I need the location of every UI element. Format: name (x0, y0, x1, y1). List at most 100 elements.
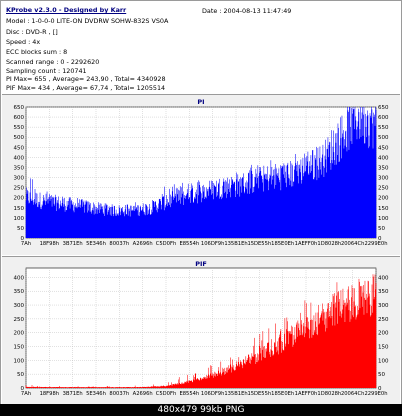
y-tick-label-right: 50 (378, 226, 385, 232)
x-tick-label: 20064Ch (341, 241, 364, 247)
x-tick-label: 5E346h (86, 241, 106, 247)
chart-title: PIF (195, 260, 207, 268)
y-tick-label: 150 (14, 206, 25, 212)
ecc-blocks: ECC blocks sum : 8 (6, 48, 68, 56)
x-tick-label: 15DE55h (247, 391, 271, 397)
y-tick-label-right: 200 (378, 196, 389, 202)
x-tick-label: 1AEFF0h (295, 391, 318, 397)
x-tick-label: 1AEFF0h (295, 241, 318, 247)
scan-speed: Speed : 4x (6, 38, 41, 46)
y-tick-label-right: 0 (378, 386, 382, 392)
y-tick-label: 300 (14, 176, 25, 182)
y-tick-label: 200 (14, 331, 25, 337)
y-tick-label: 550 (14, 125, 25, 131)
series-spikes (25, 107, 377, 238)
y-tick-label: 0 (21, 236, 25, 242)
y-tick-label: 0 (21, 386, 25, 392)
y-tick-label: 400 (14, 155, 25, 161)
y-tick-label-right: 300 (378, 176, 389, 182)
pi-chart-panel: PI 0 0 50 50 100 100 150 150 200 200 250 250 300 300 35… (2, 94, 400, 255)
series-spikes (25, 274, 377, 388)
x-tick-label: A2696h (133, 391, 153, 397)
data-series (25, 107, 377, 238)
y-tick-label: 500 (14, 135, 25, 141)
x-tick-label: E8554h (179, 241, 199, 247)
y-tick-label: 400 (14, 275, 25, 281)
x-tick-label: 135B1Eh (224, 241, 247, 247)
sampling-count: Sampling count : 120741 (6, 67, 87, 75)
x-tick-label: 106DF9h (201, 241, 224, 247)
y-tick-label-right: 600 (378, 115, 389, 121)
y-tick-label-right: 350 (378, 165, 389, 171)
x-tick-label: 20064Ch (341, 391, 364, 397)
x-tick-label: 80037h (109, 241, 129, 247)
pif-chart: PIF 0 0 50 50 100 100 150 150 200 200 250 250 300 300 3… (14, 260, 389, 397)
y-tick-label-right: 150 (378, 206, 389, 212)
image-info-bar: 480x479 99kb PNG (0, 404, 402, 416)
y-tick-label-right: 100 (378, 216, 389, 222)
x-tick-label: 106DF9h (201, 391, 224, 397)
x-tick-label: 185E0Eh (271, 391, 294, 397)
y-tick-label: 300 (14, 303, 25, 309)
data-series (25, 274, 377, 388)
y-tick-label-right: 350 (378, 289, 389, 295)
y-tick-label-right: 400 (378, 275, 389, 281)
x-tick-label: A2696h (133, 241, 153, 247)
y-tick-label: 250 (14, 186, 25, 192)
y-tick-label-right: 250 (378, 317, 389, 323)
x-tick-label: 2299E0h (364, 391, 387, 397)
x-tick-label: 7Ah (21, 241, 31, 247)
x-tick-label: 3B71Eh (63, 241, 83, 247)
x-tick-label: 1D8028h (317, 241, 341, 247)
y-tick-label-right: 450 (378, 145, 389, 151)
x-tick-label: 3B71Eh (63, 391, 83, 397)
x-tick-label: 135B1Eh (224, 391, 247, 397)
pi-statistics: PI Max= 655 , Average= 243,90 , Total= 4… (6, 75, 166, 83)
x-tick-label: E8554h (179, 391, 199, 397)
x-tick-label: 5E346h (86, 391, 106, 397)
y-tick-label-right: 500 (378, 135, 389, 141)
y-tick-label-right: 550 (378, 125, 389, 131)
y-tick-label-right: 400 (378, 155, 389, 161)
y-tick-label: 350 (14, 289, 25, 295)
y-tick-label: 450 (14, 145, 25, 151)
pi-chart: PI 0 0 50 50 100 100 150 150 200 200 250 250 300 300 35… (14, 98, 389, 247)
y-tick-label: 50 (17, 226, 24, 232)
y-tick-label: 50 (17, 372, 24, 378)
y-tick-label: 100 (14, 358, 25, 364)
disc-type: Disc : DVD-R , [] (6, 28, 58, 36)
x-tick-label: 80037h (109, 391, 129, 397)
x-tick-label: C5D0Fh (156, 241, 177, 247)
app-title: KProbe v2.3.0 - Designed by Karr (6, 6, 127, 14)
y-tick-label-right: 0 (378, 236, 382, 242)
y-tick-label: 600 (14, 115, 25, 121)
x-tick-label: 2299E0h (364, 241, 387, 247)
y-tick-label: 100 (14, 216, 25, 222)
y-tick-label: 150 (14, 345, 25, 351)
y-tick-label-right: 150 (378, 345, 389, 351)
y-tick-label-right: 250 (378, 186, 389, 192)
y-tick-label-right: 200 (378, 331, 389, 337)
y-tick-label: 200 (14, 196, 25, 202)
pif-statistics: PIF Max= 434 , Average= 67,74 , Total= 1… (6, 84, 166, 92)
scan-date: Date : 2004-08-13 11:47:49 (202, 7, 292, 15)
y-tick-label-right: 100 (378, 358, 389, 364)
y-tick-label: 350 (14, 165, 25, 171)
x-tick-label: 18F98h (40, 241, 59, 247)
y-tick-label: 650 (14, 105, 25, 111)
x-tick-label: 18F98h (40, 391, 59, 397)
y-tick-label-right: 50 (378, 372, 385, 378)
pif-chart-panel: PIF 0 0 50 50 100 100 150 150 200 200 250 250 300 300 3… (2, 256, 400, 404)
x-tick-label: 15DE55h (247, 241, 271, 247)
scanned-range: Scanned range : 0 - 2292620 (6, 58, 100, 66)
scan-info-panel: KProbe v2.3.0 - Designed by Karr Date : … (2, 2, 400, 92)
y-tick-label: 250 (14, 317, 25, 323)
x-tick-label: C5D0Fh (156, 391, 177, 397)
chart-title: PI (197, 98, 204, 106)
drive-model: Model : 1-0-0-0 LITE-ON DVDRW SOHW-832S … (6, 17, 169, 25)
x-tick-label: 7Ah (21, 391, 31, 397)
x-tick-label: 185E0Eh (271, 241, 294, 247)
y-tick-label-right: 650 (378, 105, 389, 111)
x-tick-label: 1D8028h (317, 391, 341, 397)
